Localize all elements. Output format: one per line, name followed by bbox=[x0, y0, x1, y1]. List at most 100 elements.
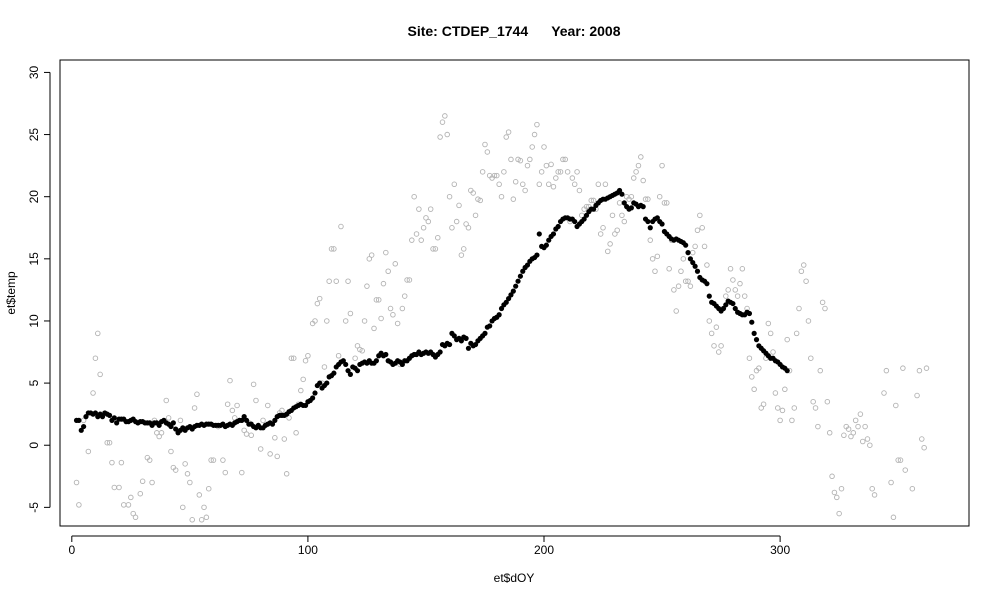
data-point bbox=[810, 398, 816, 405]
data-point bbox=[616, 200, 623, 206]
data-point bbox=[482, 141, 488, 148]
data-point bbox=[338, 223, 344, 230]
data-point bbox=[359, 348, 365, 354]
data-point bbox=[741, 293, 748, 299]
data-point bbox=[569, 175, 576, 181]
data-point bbox=[704, 262, 710, 268]
data-point bbox=[97, 371, 103, 378]
data-point bbox=[172, 467, 179, 473]
data-point bbox=[664, 200, 670, 206]
data-point bbox=[163, 397, 169, 404]
data-point bbox=[895, 457, 901, 463]
data-point bbox=[822, 305, 828, 312]
data-point bbox=[463, 335, 469, 341]
data-point bbox=[312, 318, 318, 324]
data-point bbox=[555, 223, 561, 230]
data-point bbox=[553, 175, 559, 181]
data-point bbox=[90, 390, 96, 396]
data-point bbox=[347, 310, 354, 317]
data-point bbox=[312, 390, 318, 396]
data-point bbox=[545, 181, 552, 188]
data-point bbox=[760, 401, 767, 407]
data-point bbox=[120, 502, 127, 508]
data-point bbox=[697, 212, 703, 219]
data-point bbox=[430, 246, 436, 252]
data-point bbox=[746, 310, 753, 317]
data-point bbox=[286, 415, 292, 421]
data-point bbox=[640, 204, 646, 210]
data-point bbox=[555, 169, 561, 175]
x-tick-label: 300 bbox=[770, 543, 790, 557]
data-point bbox=[590, 197, 597, 204]
data-point bbox=[791, 405, 798, 411]
data-point bbox=[517, 157, 524, 164]
data-point bbox=[864, 436, 871, 442]
data-point bbox=[614, 227, 620, 233]
data-point bbox=[897, 457, 904, 463]
data-point bbox=[305, 353, 311, 359]
data-point bbox=[685, 250, 691, 256]
data-point bbox=[399, 361, 405, 368]
data-point bbox=[690, 249, 696, 256]
data-point bbox=[796, 305, 802, 312]
data-point bbox=[734, 293, 741, 299]
data-point bbox=[368, 252, 375, 258]
data-point bbox=[720, 305, 727, 312]
data-point bbox=[404, 277, 410, 283]
data-point bbox=[222, 469, 229, 476]
data-point bbox=[730, 277, 736, 283]
data-point bbox=[92, 355, 99, 361]
data-point bbox=[411, 193, 417, 200]
data-point bbox=[869, 485, 875, 492]
data-point bbox=[265, 402, 271, 409]
data-point bbox=[352, 355, 358, 361]
data-point bbox=[831, 489, 838, 496]
data-point bbox=[241, 427, 247, 434]
data-point bbox=[472, 212, 479, 219]
data-point bbox=[749, 374, 755, 380]
y-tick-label: 5 bbox=[27, 379, 41, 386]
data-point bbox=[690, 259, 696, 266]
data-point bbox=[302, 402, 309, 409]
data-point bbox=[427, 206, 434, 212]
data-point bbox=[520, 268, 526, 274]
data-point bbox=[909, 485, 916, 492]
data-point bbox=[777, 417, 783, 424]
data-point bbox=[210, 457, 217, 463]
data-point bbox=[642, 196, 649, 202]
data-point bbox=[616, 187, 623, 194]
y-tick-label: 10 bbox=[27, 314, 41, 328]
data-point bbox=[855, 423, 861, 430]
data-point bbox=[109, 459, 115, 466]
data-point bbox=[699, 225, 705, 231]
data-point bbox=[512, 179, 519, 185]
data-point bbox=[314, 300, 321, 307]
data-point bbox=[659, 162, 665, 169]
data-point bbox=[746, 355, 753, 361]
data-point bbox=[335, 353, 342, 359]
data-point bbox=[442, 113, 448, 119]
data-point bbox=[921, 444, 927, 451]
data-point bbox=[581, 216, 587, 222]
data-point bbox=[671, 287, 677, 293]
data-point bbox=[630, 175, 637, 181]
data-point bbox=[472, 341, 479, 348]
data-point bbox=[867, 442, 873, 448]
data-point bbox=[274, 453, 280, 460]
data-point bbox=[546, 237, 552, 243]
data-point bbox=[737, 280, 743, 287]
data-point bbox=[647, 225, 653, 231]
data-point bbox=[534, 252, 540, 258]
data-point bbox=[128, 494, 134, 501]
data-point bbox=[239, 417, 245, 423]
data-point bbox=[751, 330, 757, 336]
data-point bbox=[173, 426, 179, 432]
y-tick-label: 30 bbox=[27, 65, 41, 79]
data-point bbox=[656, 193, 663, 200]
data-point bbox=[279, 407, 285, 414]
data-point bbox=[401, 293, 408, 299]
data-point bbox=[916, 367, 923, 374]
data-point bbox=[156, 422, 162, 428]
data-point bbox=[602, 181, 609, 188]
data-point bbox=[385, 268, 391, 275]
